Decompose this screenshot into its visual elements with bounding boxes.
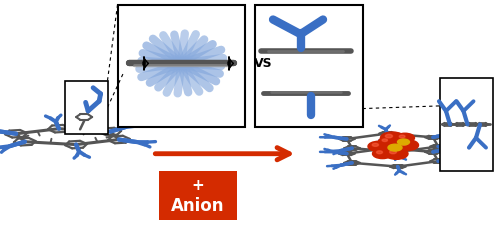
Circle shape <box>388 144 402 151</box>
Circle shape <box>385 148 408 159</box>
Circle shape <box>400 135 405 138</box>
Bar <box>118 5 245 127</box>
Bar <box>255 5 362 127</box>
Circle shape <box>396 140 418 151</box>
Bar <box>159 171 236 220</box>
Circle shape <box>382 139 388 142</box>
Bar <box>440 78 492 171</box>
Text: Anion: Anion <box>171 197 224 215</box>
Circle shape <box>380 132 404 144</box>
Bar <box>65 81 108 134</box>
Circle shape <box>376 151 382 154</box>
Circle shape <box>401 142 407 145</box>
Circle shape <box>390 150 396 154</box>
Circle shape <box>368 141 389 152</box>
Circle shape <box>378 137 396 146</box>
Text: +: + <box>192 178 204 193</box>
Circle shape <box>386 134 392 138</box>
Circle shape <box>372 143 378 146</box>
Circle shape <box>372 149 392 159</box>
Text: VS: VS <box>254 57 272 70</box>
Circle shape <box>396 133 414 142</box>
Circle shape <box>398 139 409 145</box>
